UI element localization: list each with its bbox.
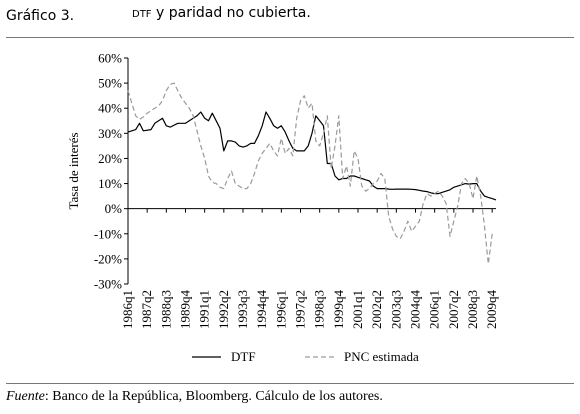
y-tick-label: 50%	[98, 76, 122, 91]
legend-label-pnc: PNC estimada	[344, 349, 419, 364]
y-tick-label: -20%	[94, 251, 122, 266]
x-tick-label: 1996q1	[273, 290, 288, 329]
x-tick-label: 1994q4	[254, 290, 269, 330]
legend-item-pnc: PNC estimada	[305, 349, 419, 364]
x-tick-label: 1992q2	[216, 290, 231, 329]
x-tick-label: 1998q3	[312, 290, 327, 329]
axes	[127, 58, 496, 284]
y-tick-label: 10%	[98, 176, 122, 191]
x-tick-label: 1999q4	[331, 290, 346, 330]
x-tick-label: 1987q2	[139, 290, 154, 329]
x-tick-label: 2001q1	[350, 290, 365, 329]
x-ticks: 1986q1 1987q2 1988q3 1989q4 1991q1 1992q2 1993…	[120, 208, 499, 330]
series-line-pnc-estimada	[127, 82, 493, 265]
y-tick-label: 20%	[98, 151, 122, 166]
series-line-dtf	[127, 111, 497, 201]
figure-header: Gráfico 3. DTF y paridad no cubierta.	[6, 5, 311, 24]
figure-number: Gráfico 3.	[6, 8, 75, 24]
source-label: Fuente	[6, 389, 45, 404]
legend: DTF PNC estimada	[192, 349, 419, 364]
x-tick-label: 1989q4	[178, 290, 193, 330]
x-tick-label: 2004q4	[408, 290, 423, 330]
x-tick-label: 1997q2	[293, 290, 308, 329]
y-axis-label: Tasa de interés	[66, 132, 81, 209]
figure-title-abbrev: DTF	[132, 9, 152, 20]
x-tick-label: 1986q1	[120, 290, 135, 329]
legend-item-dtf: DTF	[192, 349, 256, 364]
figure-title-text: y paridad no cubierta.	[151, 5, 311, 21]
x-tick-label: 2009q4	[484, 289, 499, 329]
y-tick-label: -10%	[94, 226, 122, 241]
x-tick-label: 1988q3	[158, 290, 173, 329]
y-tick-label: 30%	[98, 126, 122, 141]
top-rule	[6, 37, 574, 38]
x-tick-label: 2002q2	[369, 290, 384, 329]
x-tick-label: 2003q3	[388, 290, 403, 329]
y-tick-label: 60%	[98, 51, 122, 66]
legend-label-dtf: DTF	[231, 349, 256, 364]
y-tick-label: 0%	[105, 201, 123, 216]
x-tick-label: 1993q3	[235, 290, 250, 329]
x-tick-label: 2008q3	[465, 290, 480, 329]
y-tick-label: 40%	[98, 101, 122, 116]
source-note: Fuente: Banco de la República, Bloomberg…	[6, 389, 383, 405]
y-ticks: 60% 50% 40% 30% 20% 10% 0% -10% -20% -30%	[94, 51, 128, 292]
y-tick-label: -30%	[94, 277, 122, 292]
series-layer	[127, 82, 497, 265]
bottom-rule	[6, 383, 574, 384]
x-tick-label: 1991q1	[197, 290, 212, 329]
source-text: : Banco de la República, Bloomberg. Cálc…	[44, 389, 383, 404]
x-tick-label: 2007q2	[446, 290, 461, 329]
x-tick-label: 2006q1	[427, 290, 442, 329]
figure-title: DTF y paridad no cubierta.	[132, 5, 311, 21]
